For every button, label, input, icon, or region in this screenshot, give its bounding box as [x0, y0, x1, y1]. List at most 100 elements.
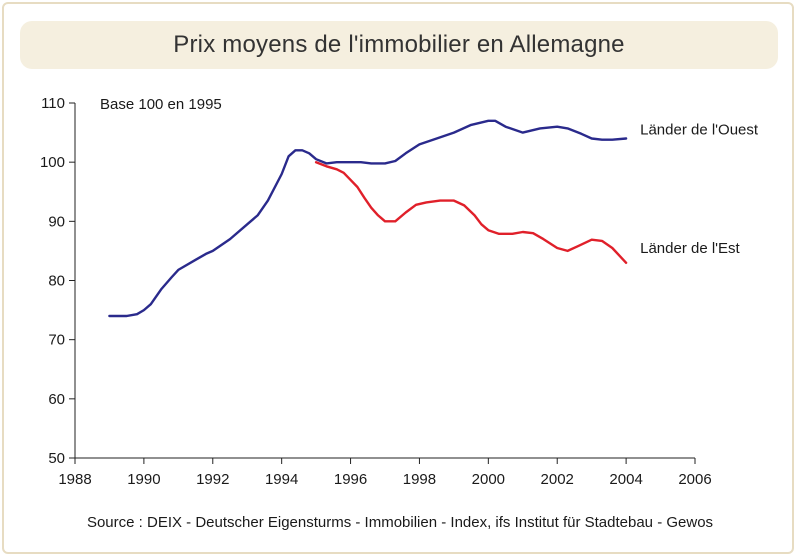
series-label: Länder de l'Ouest — [640, 122, 759, 139]
data-point — [126, 315, 127, 316]
series-0: Länder de l'Ouest — [108, 119, 759, 318]
chart-frame — [2, 2, 794, 554]
y-tick-label: 90 — [48, 213, 65, 230]
data-point — [281, 173, 282, 174]
data-point — [522, 132, 523, 133]
data-point — [405, 212, 406, 213]
chart-subtitle: Base 100 en 1995 — [100, 96, 222, 113]
data-point — [326, 166, 327, 167]
data-point — [384, 163, 385, 164]
data-point — [601, 240, 602, 241]
data-point — [471, 124, 472, 125]
x-axis: 1988 1990 1992 1994 1996 1998 2000 2002 2004 2006 — [58, 457, 712, 488]
data-point — [581, 133, 582, 134]
data-point — [512, 233, 513, 234]
data-point — [567, 128, 568, 129]
data-point — [557, 247, 558, 248]
x-tick-label: 2002 — [541, 471, 574, 488]
data-point — [601, 139, 602, 140]
data-point — [195, 259, 196, 260]
data-point — [350, 162, 351, 163]
data-point — [488, 230, 489, 231]
data-point — [316, 159, 317, 160]
data-point — [205, 253, 206, 254]
data-point — [257, 215, 258, 216]
data-point — [567, 250, 568, 251]
y-tick-label: 60 — [48, 391, 65, 408]
data-point — [557, 126, 558, 127]
data-point — [440, 200, 441, 201]
series-label: Länder de l'Est — [640, 240, 740, 257]
data-point — [357, 186, 358, 187]
data-point — [612, 247, 613, 248]
data-point — [316, 162, 317, 163]
data-point — [522, 231, 523, 232]
series-line — [108, 119, 628, 318]
data-point — [591, 138, 592, 139]
y-tick-label: 110 — [41, 95, 65, 112]
data-point — [612, 139, 613, 140]
data-point — [464, 205, 465, 206]
series-line — [314, 160, 628, 264]
data-point — [453, 200, 454, 201]
data-point — [626, 138, 627, 139]
data-point — [336, 169, 337, 170]
data-point — [267, 200, 268, 201]
x-tick-label: 1996 — [334, 471, 367, 488]
data-point — [143, 309, 144, 310]
data-point — [326, 163, 327, 164]
data-point — [378, 215, 379, 216]
x-tick-label: 2004 — [609, 471, 642, 488]
x-tick-label: 1994 — [265, 471, 298, 488]
data-point — [247, 224, 248, 225]
data-point — [161, 289, 162, 290]
y-tick-label: 70 — [48, 332, 65, 349]
data-point — [453, 132, 454, 133]
data-point — [364, 197, 365, 198]
data-point — [533, 233, 534, 234]
data-point — [150, 304, 151, 305]
data-point — [288, 156, 289, 157]
data-point — [481, 224, 482, 225]
x-tick-label: 2000 — [472, 471, 505, 488]
data-point — [360, 162, 361, 163]
source-note: Source : DEIX - Deutscher Eigensturms - … — [86, 514, 714, 531]
data-point — [350, 179, 351, 180]
x-tick-label: 1998 — [403, 471, 436, 488]
data-point — [343, 172, 344, 173]
data-point — [295, 150, 296, 151]
data-point — [395, 160, 396, 161]
data-point — [371, 163, 372, 164]
data-point — [495, 120, 496, 121]
series-layer: Länder de l'Ouest Länder de l'Est — [108, 119, 759, 318]
data-point — [436, 138, 437, 139]
data-point — [543, 238, 544, 239]
x-tick-label: 1992 — [196, 471, 229, 488]
data-point — [212, 250, 213, 251]
data-point — [498, 233, 499, 234]
data-point — [302, 150, 303, 151]
data-point — [415, 204, 416, 205]
chart-title: Prix moyens de l'immobilier en Allemagne — [173, 31, 625, 58]
data-point — [395, 221, 396, 222]
data-point — [171, 277, 172, 278]
data-point — [577, 246, 578, 247]
data-point — [109, 315, 110, 316]
data-point — [539, 128, 540, 129]
x-tick-label: 1990 — [127, 471, 160, 488]
data-point — [405, 153, 406, 154]
data-point — [419, 144, 420, 145]
y-axis: 50 60 70 80 90 100 110 — [40, 95, 76, 467]
x-tick-label: 2006 — [678, 471, 711, 488]
data-point — [336, 162, 337, 163]
y-tick-label: 50 — [48, 450, 65, 467]
data-point — [505, 126, 506, 127]
data-point — [178, 269, 179, 270]
data-point — [474, 215, 475, 216]
x-tick-label: 1988 — [58, 471, 91, 488]
data-point — [136, 314, 137, 315]
data-point — [309, 153, 310, 154]
y-tick-label: 100 — [40, 154, 65, 171]
data-point — [371, 207, 372, 208]
